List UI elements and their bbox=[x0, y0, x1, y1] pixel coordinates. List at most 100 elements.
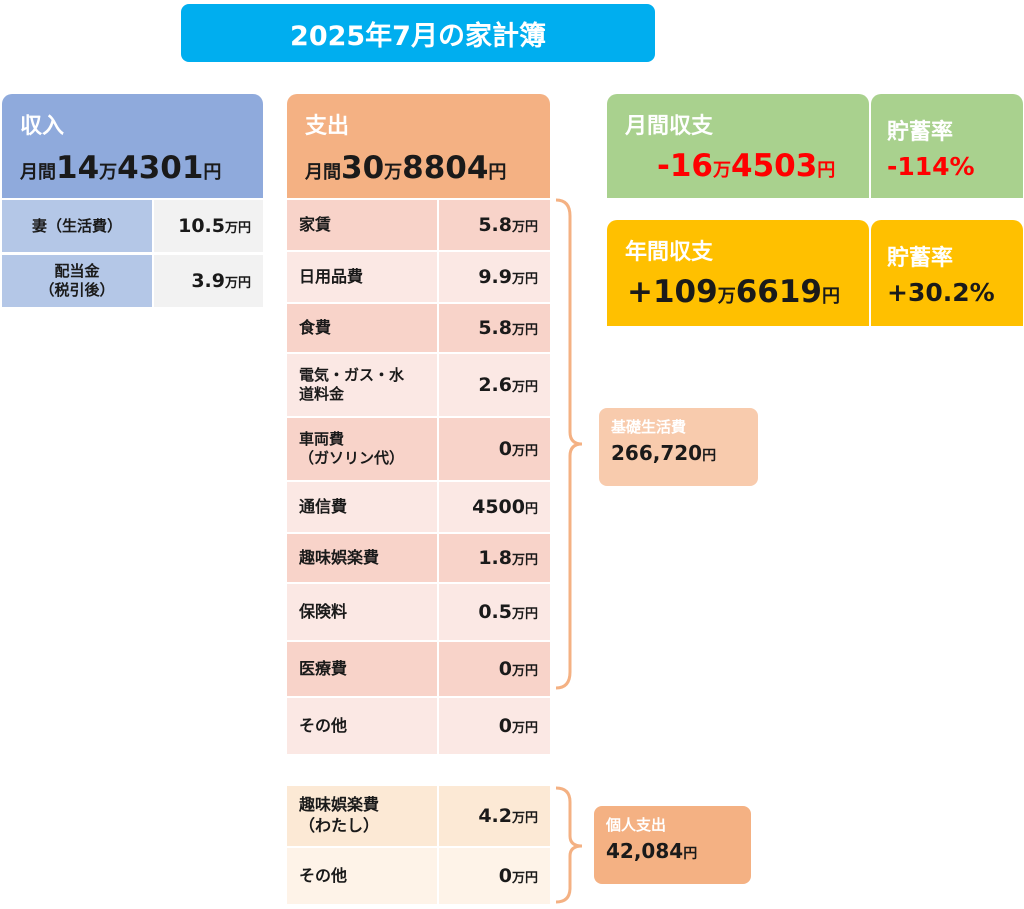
expense-amount-yen: 8804 bbox=[402, 150, 489, 186]
income-row-label: 配当金 （税引後） bbox=[2, 255, 152, 307]
expense-row: 保険料 0.5 万円 bbox=[287, 584, 550, 640]
expense-row-label: その他 bbox=[287, 698, 437, 754]
basic-living-label: 基礎生活費 bbox=[611, 418, 687, 436]
expense-row-number: 0 bbox=[498, 715, 512, 737]
monthly-balance-amount: -16万4503円 bbox=[657, 148, 835, 184]
personal-row: 趣味娯楽費 （わたし） 4.2 万円 bbox=[287, 786, 550, 846]
yearly-balance-unit-yen: 円 bbox=[821, 286, 840, 307]
expense-row-number: 5.8 bbox=[478, 214, 512, 236]
personal-row: その他 0 万円 bbox=[287, 848, 550, 904]
expense-prefix: 月間 bbox=[305, 162, 341, 183]
personal-spending-number: 42,084 bbox=[606, 839, 684, 863]
expense-row: 車両費 （ガソリン代） 0 万円 bbox=[287, 418, 550, 480]
expense-row-label: 保険料 bbox=[287, 584, 437, 640]
personal-row-value: 4.2 万円 bbox=[439, 786, 550, 846]
expense-row-label: 電気・ガス・水 道料金 bbox=[287, 354, 437, 416]
expense-row-value: 9.9 万円 bbox=[439, 252, 550, 302]
personal-row-label: その他 bbox=[287, 848, 437, 904]
basic-living-unit: 円 bbox=[702, 448, 717, 464]
monthly-savings-rate-box: 貯蓄率 -114% bbox=[871, 94, 1023, 198]
monthly-savings-rate-label: 貯蓄率 bbox=[887, 120, 954, 145]
monthly-balance-unit-man: 万 bbox=[713, 160, 732, 181]
personal-row-label: 趣味娯楽費 （わたし） bbox=[287, 786, 437, 846]
expense-row-unit: 万円 bbox=[511, 271, 538, 287]
monthly-balance-unit-yen: 円 bbox=[817, 160, 836, 181]
expense-header: 支出 月間30万8804円 bbox=[287, 94, 550, 198]
expense-row-label: 通信費 bbox=[287, 482, 437, 532]
personal-row-unit: 万円 bbox=[511, 810, 538, 826]
expense-row: その他 0 万円 bbox=[287, 698, 550, 754]
personal-spending-value: 42,084円 bbox=[606, 839, 739, 863]
income-row: 妻（生活費） 10.5 万円 bbox=[2, 200, 263, 252]
expense-label: 支出 bbox=[305, 114, 350, 139]
expense-row-label: 医療費 bbox=[287, 642, 437, 696]
expense-row-unit: 万円 bbox=[511, 720, 538, 736]
expense-row: 食費 5.8 万円 bbox=[287, 304, 550, 352]
basic-living-number: 266,720 bbox=[611, 441, 703, 465]
expense-row-label: 家賃 bbox=[287, 200, 437, 250]
expense-unit-yen: 円 bbox=[488, 162, 507, 183]
basic-living-brace bbox=[555, 198, 583, 690]
expense-row-label: 車両費 （ガソリン代） bbox=[287, 418, 437, 480]
personal-spending-callout: 個人支出 42,084円 bbox=[594, 806, 751, 884]
income-amount: 月間14万4301円 bbox=[20, 150, 221, 186]
monthly-savings-rate-value: -114% bbox=[887, 152, 975, 181]
personal-brace bbox=[555, 786, 583, 904]
yearly-savings-rate-label: 貯蓄率 bbox=[887, 246, 954, 271]
basic-living-callout: 基礎生活費 266,720円 bbox=[599, 408, 758, 486]
expense-row: 日用品費 9.9 万円 bbox=[287, 252, 550, 302]
income-label: 収入 bbox=[20, 114, 65, 139]
income-unit-yen: 円 bbox=[203, 162, 222, 183]
income-row-value: 10.5 万円 bbox=[154, 200, 263, 252]
expense-row-unit: 万円 bbox=[511, 379, 538, 395]
personal-row-number: 0 bbox=[498, 865, 512, 887]
monthly-balance-box: 月間収支 -16万4503円 bbox=[607, 94, 869, 198]
expense-row-number: 0 bbox=[498, 658, 512, 680]
income-amount-man: 14 bbox=[56, 150, 100, 186]
income-prefix: 月間 bbox=[20, 162, 56, 183]
expense-row-value: 0.5 万円 bbox=[439, 584, 550, 640]
income-amount-yen: 4301 bbox=[117, 150, 204, 186]
expense-row-value: 0 万円 bbox=[439, 698, 550, 754]
expense-row-number: 1.8 bbox=[478, 547, 512, 569]
income-row: 配当金 （税引後） 3.9 万円 bbox=[2, 255, 263, 307]
expense-row-number: 4500 bbox=[472, 496, 525, 518]
yearly-balance-label: 年間収支 bbox=[625, 240, 714, 265]
expense-row-unit: 万円 bbox=[511, 219, 538, 235]
expense-row-unit: 万円 bbox=[511, 552, 538, 568]
monthly-balance-yen: 4503 bbox=[731, 148, 818, 184]
expense-amount-man: 30 bbox=[341, 150, 385, 186]
expense-row-number: 5.8 bbox=[478, 317, 512, 339]
income-row-number: 10.5 bbox=[178, 215, 225, 237]
expense-row: 家賃 5.8 万円 bbox=[287, 200, 550, 250]
yearly-balance-unit-man: 万 bbox=[717, 286, 736, 307]
basic-living-value: 266,720円 bbox=[611, 441, 746, 465]
expense-row-value: 1.8 万円 bbox=[439, 534, 550, 582]
expense-row: 電気・ガス・水 道料金 2.6 万円 bbox=[287, 354, 550, 416]
expense-row-label: 趣味娯楽費 bbox=[287, 534, 437, 582]
expense-row-unit: 万円 bbox=[511, 322, 538, 338]
yearly-savings-rate-box: 貯蓄率 +30.2% bbox=[871, 220, 1023, 326]
personal-row-value: 0 万円 bbox=[439, 848, 550, 904]
income-header: 収入 月間14万4301円 bbox=[2, 94, 263, 198]
expense-row-value: 4500 円 bbox=[439, 482, 550, 532]
page-title: 2025年7月の家計簿 bbox=[181, 4, 655, 62]
expense-row-unit: 万円 bbox=[511, 443, 538, 459]
expense-row-unit: 円 bbox=[524, 501, 538, 517]
expense-row-number: 0 bbox=[498, 438, 512, 460]
yearly-balance-amount: +109万6619円 bbox=[627, 274, 840, 310]
income-row-value: 3.9 万円 bbox=[154, 255, 263, 307]
income-unit-man: 万 bbox=[99, 162, 118, 183]
expense-row-value: 5.8 万円 bbox=[439, 304, 550, 352]
personal-spending-unit: 円 bbox=[683, 846, 698, 862]
personal-row-number: 4.2 bbox=[478, 805, 512, 827]
expense-row-label: 食費 bbox=[287, 304, 437, 352]
expense-row-label: 日用品費 bbox=[287, 252, 437, 302]
expense-unit-man: 万 bbox=[384, 162, 403, 183]
expense-row-unit: 万円 bbox=[511, 606, 538, 622]
personal-spending-label: 個人支出 bbox=[606, 816, 667, 834]
expense-row: 趣味娯楽費 1.8 万円 bbox=[287, 534, 550, 582]
yearly-balance-man: +109 bbox=[627, 274, 718, 310]
yearly-balance-yen: 6619 bbox=[735, 274, 822, 310]
expense-row-value: 0 万円 bbox=[439, 642, 550, 696]
